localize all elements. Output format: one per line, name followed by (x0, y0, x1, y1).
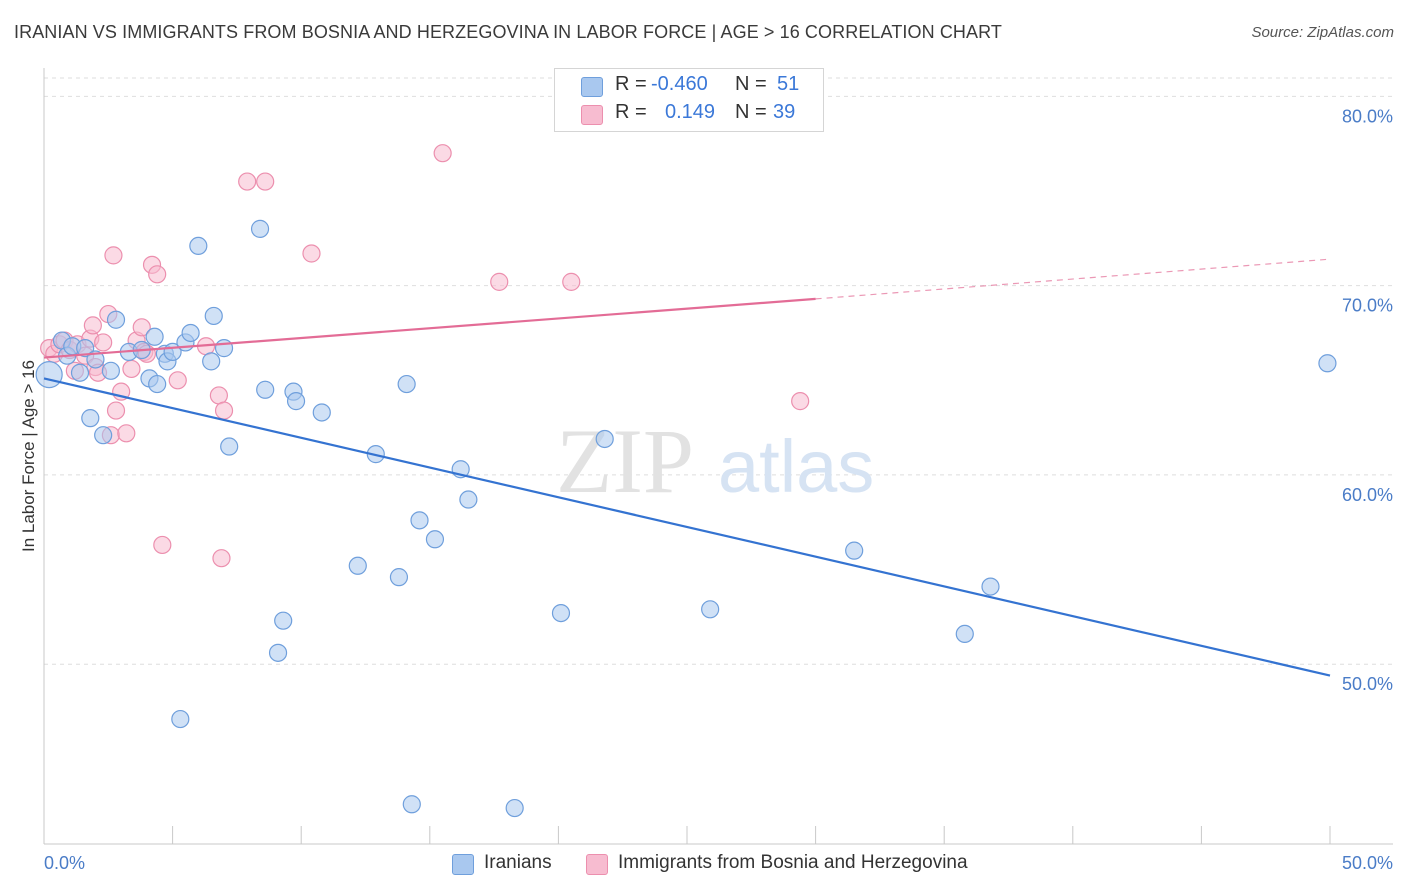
legend-r-value: 0.149 (665, 101, 716, 123)
trendlines (43, 258, 1331, 677)
data-point-iranians (286, 392, 306, 411)
legend-swatch-bosnia (581, 105, 603, 125)
x-tick-label-max: 50.0% (1342, 853, 1393, 873)
data-point-iranians (101, 361, 120, 380)
y-tick-label: 50.0% (1342, 674, 1393, 694)
data-point-iranians (204, 306, 223, 326)
data-point-iranians (312, 403, 331, 422)
data-point-bosnia (168, 371, 187, 390)
data-point-iranians (402, 795, 421, 814)
axes (43, 68, 1393, 845)
data-point-iranians (250, 219, 270, 238)
legend-r-label: R = (615, 101, 647, 123)
data-point-iranians (171, 709, 190, 729)
bottom-legend-swatch-iranians (452, 854, 474, 875)
data-point-bosnia (122, 359, 141, 379)
data-point-iranians (551, 603, 571, 623)
data-point-bosnia (106, 401, 126, 420)
data-point-bosnia (104, 246, 123, 265)
watermark-zip: ZIP (556, 410, 694, 512)
x-tick-marks (43, 826, 1331, 844)
trendline-bosnia-extension (815, 258, 1331, 300)
data-point-iranians (348, 556, 367, 575)
data-point-iranians (505, 798, 524, 818)
data-point-iranians (70, 363, 90, 382)
data-point-bosnia (214, 401, 234, 420)
legend-row-iranians: R = -0.460 N = 51 (555, 73, 823, 101)
source-credit: Source: ZipAtlas.com (1251, 24, 1394, 41)
data-point-iranians (845, 541, 864, 560)
data-point-bosnia (256, 172, 275, 191)
data-point-bosnia (153, 535, 172, 555)
data-point-bosnia (94, 333, 113, 352)
legend-r-label: R = (615, 73, 647, 95)
bottom-legend-swatch-bosnia (586, 854, 608, 875)
data-point-iranians (35, 361, 63, 389)
data-point-iranians (981, 577, 1000, 596)
trendline-bosnia (43, 297, 816, 359)
data-point-bosnia (433, 144, 452, 163)
watermark: ZIP atlas (556, 410, 874, 512)
data-point-iranians (274, 611, 293, 630)
data-point-bosnia (132, 318, 151, 337)
data-point-iranians (389, 568, 409, 587)
trendline-iranians (43, 377, 1331, 677)
data-point-iranians (148, 374, 167, 394)
data-point-bosnia (562, 272, 581, 291)
data-point-iranians (459, 490, 478, 509)
data-point-bosnia (117, 424, 136, 443)
gridlines (44, 77, 1393, 665)
data-point-iranians (106, 310, 126, 329)
legend-n-value: 51 (777, 73, 800, 95)
data-point-bosnia (302, 244, 321, 263)
data-point-iranians (94, 426, 113, 445)
data-point-iranians (410, 511, 429, 530)
legend-n-label: N = (735, 73, 767, 95)
y-tick-labels: 50.0% 60.0% 70.0% 80.0% (1342, 106, 1393, 694)
data-point-iranians (76, 339, 95, 358)
data-point-iranians (595, 429, 614, 449)
data-point-iranians (145, 327, 164, 346)
bottom-legend-label-iranians: Iranians (484, 852, 552, 873)
data-point-iranians (425, 530, 445, 549)
y-tick-label: 60.0% (1342, 485, 1393, 505)
data-point-iranians (397, 374, 416, 394)
data-point-bosnia (791, 392, 810, 411)
legend-r-value: -0.460 (651, 73, 708, 95)
data-point-iranians (256, 380, 275, 399)
x-tick-label-min: 0.0% (44, 853, 85, 873)
data-point-iranians (189, 236, 208, 256)
data-point-iranians (701, 600, 720, 619)
data-point-iranians (955, 624, 974, 644)
legend-n-label: N = (735, 101, 767, 123)
chart-title: IRANIAN VS IMMIGRANTS FROM BOSNIA AND HE… (14, 22, 1002, 42)
data-point-iranians (268, 643, 288, 662)
data-point-bosnia (209, 386, 228, 405)
series-iranians-points (35, 219, 1337, 818)
watermark-atlas: atlas (718, 425, 874, 508)
data-point-iranians (81, 409, 100, 428)
data-point-iranians (86, 350, 105, 369)
data-point-iranians (220, 437, 239, 456)
data-point-iranians (181, 323, 200, 343)
legend-row-bosnia: R = 0.149 N = 39 (555, 101, 823, 129)
data-point-bosnia (212, 549, 231, 568)
data-point-bosnia (148, 265, 167, 284)
legend-swatch-iranians (581, 77, 603, 97)
legend-n-value: 39 (773, 101, 796, 123)
y-tick-label: 80.0% (1342, 106, 1393, 126)
y-tick-label: 70.0% (1342, 296, 1393, 316)
y-axis-label: In Labor Force | Age > 16 (19, 360, 38, 552)
data-point-bosnia (490, 272, 509, 291)
data-point-iranians (1318, 354, 1337, 373)
correlation-legend: R = -0.460 N = 51 R = 0.149 N = 39 (554, 68, 824, 132)
data-point-iranians (202, 352, 221, 371)
data-point-bosnia (238, 172, 257, 191)
data-point-bosnia (83, 316, 102, 335)
data-point-iranians (214, 339, 234, 358)
bottom-legend-label-bosnia: Immigrants from Bosnia and Herzegovina (618, 852, 968, 873)
